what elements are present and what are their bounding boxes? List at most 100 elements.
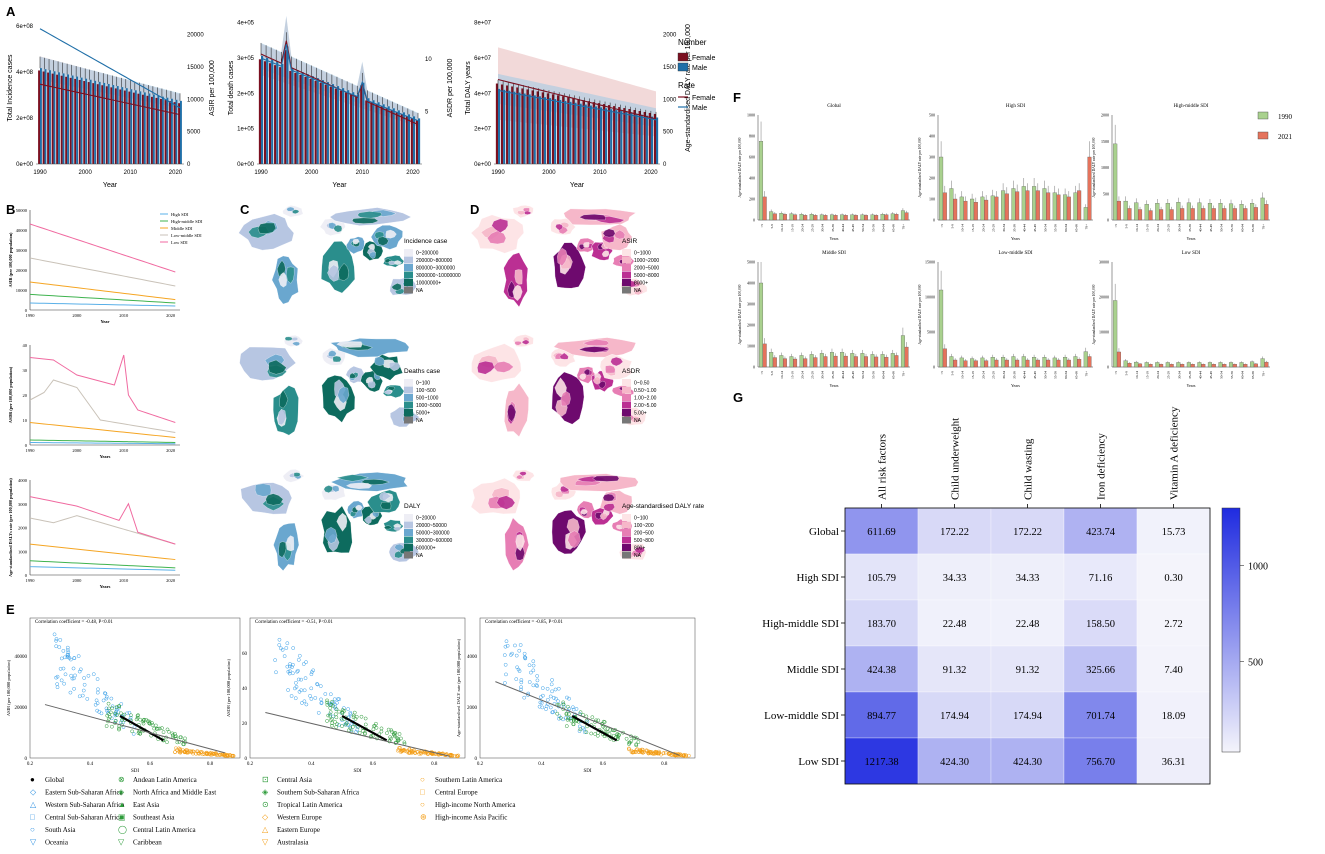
scatter-point xyxy=(318,684,323,688)
map-c-legend-swatch xyxy=(404,551,413,559)
scatter-point xyxy=(334,725,339,729)
y-tick-label: 30000 xyxy=(16,248,28,253)
bar-female-2020 xyxy=(410,118,413,164)
scatter-point xyxy=(289,694,294,698)
map-d-legend-swatch xyxy=(622,279,631,286)
map-c-legend-label: 500~1000 xyxy=(416,396,439,402)
y-tick-label: 2000 xyxy=(467,706,478,711)
scatter-point xyxy=(394,735,399,740)
map-c-2-europe-country xyxy=(332,355,342,363)
map-d-legend-swatch xyxy=(622,521,631,529)
y-tick-label: 0e+00 xyxy=(474,162,492,168)
heatmap-cell-value: 158.50 xyxy=(1086,619,1115,630)
column-header-iron-deficiency: Iron deficiency xyxy=(1096,433,1108,500)
bar-male-2008 xyxy=(352,92,355,164)
bar-male-2021 xyxy=(656,117,659,164)
bar-1990-<5 xyxy=(759,141,764,221)
bar-female-1997 xyxy=(294,73,297,164)
x-tick-label: 0.4 xyxy=(87,762,94,767)
y-tick-label: 20 xyxy=(23,393,28,398)
map-d-1 xyxy=(470,205,648,308)
age-group-label: <5 xyxy=(940,371,944,375)
scatter-point xyxy=(596,718,601,723)
age-group-label: 70+ xyxy=(1085,371,1089,376)
bar-female-2020 xyxy=(648,112,651,164)
age-group-label: 25-29 xyxy=(992,371,996,379)
map-c-1-southeast-asia-country xyxy=(388,260,396,266)
scatter-point xyxy=(291,646,296,650)
bar-2021-65-69 xyxy=(894,355,899,368)
bar-1990-40-44 xyxy=(1021,186,1026,221)
bar-female-2003 xyxy=(562,96,565,164)
scatter-point xyxy=(455,753,459,758)
age-group-label: 60-64 xyxy=(1240,371,1244,379)
bar-2021-60-64 xyxy=(884,214,889,221)
bar-2021-20-24 xyxy=(1159,209,1164,221)
row-label-low-sdi: Low SDI xyxy=(798,756,839,768)
series-line-low-sdi xyxy=(29,496,176,545)
scatter-point xyxy=(513,643,517,648)
bar-female-1992 xyxy=(506,85,509,164)
map-c-legend-label: NA xyxy=(416,553,424,559)
scatter-point xyxy=(639,750,644,754)
map-c-legend-label: 800000~3000000 xyxy=(416,266,455,272)
y-tick-label: 60 xyxy=(242,652,248,657)
bar-2021-70+ xyxy=(1087,356,1092,368)
age-group-label: 60-64 xyxy=(1064,224,1068,232)
bar-1990-60-64 xyxy=(1063,357,1068,368)
y-tick-label: 1000 xyxy=(747,113,755,118)
x-tick-label: 2000 xyxy=(78,170,92,176)
bar-female-2018 xyxy=(400,114,403,164)
bar-female-2017 xyxy=(160,98,162,164)
legend-b-label-4: Low SDI xyxy=(171,240,188,245)
bar-female-1999 xyxy=(541,92,544,164)
bar-1990-15-19 xyxy=(1144,362,1149,368)
scatter-point xyxy=(677,753,682,758)
bar-1990-20-24 xyxy=(980,196,985,221)
y-axis-title: Age-standardised DALY rate per 100,000 xyxy=(1092,137,1097,197)
scatter-point xyxy=(55,685,60,690)
legend-e-label: Western Europe xyxy=(277,814,322,822)
legend-e-marker: ○ xyxy=(420,775,425,784)
age-group-label: 20-24 xyxy=(981,371,985,379)
map-d-legend-swatch xyxy=(622,529,631,536)
map-c-legend-label: 10000000+ xyxy=(416,281,441,287)
map-d-legend-label: 5.00+ xyxy=(634,411,647,417)
scatter-point xyxy=(552,696,556,700)
panel-letter-c: C xyxy=(240,202,250,217)
bar-2021-60-64 xyxy=(1243,364,1248,368)
map-d-1-asia-east-country xyxy=(602,228,616,238)
map-c-legend-label: 0~20000 xyxy=(416,516,436,522)
legend-e-label: Eastern Europe xyxy=(277,826,320,834)
map-d-legend-swatch xyxy=(622,544,631,551)
bar-2021-65-69 xyxy=(1077,190,1082,221)
bar-1990-70+ xyxy=(900,335,905,368)
scatter-point xyxy=(633,735,637,740)
scatter-point xyxy=(515,665,520,670)
y-tick-label: 20000 xyxy=(1099,295,1109,300)
scatter-point xyxy=(191,751,195,756)
x-axis-title: Years xyxy=(830,383,839,388)
age-group-label: 40-44 xyxy=(841,371,845,379)
scatter-point xyxy=(58,638,63,642)
map-d-3-middle-east-country xyxy=(580,509,588,515)
heatmap-cell-value: 756.70 xyxy=(1086,757,1115,768)
x-tick-label: 0.4 xyxy=(308,762,315,767)
bar-female-2010 xyxy=(128,91,131,164)
bar-1990-50-54 xyxy=(1218,203,1223,221)
age-group-label: 35-39 xyxy=(1188,224,1192,232)
age-group-label: 70+ xyxy=(902,371,906,376)
bar-2021-50-54 xyxy=(1222,208,1227,221)
y-tick-label: 30000 xyxy=(1099,260,1109,265)
map-d-2 xyxy=(471,334,647,438)
bar-1990-60-64 xyxy=(880,354,885,368)
bar-1990-10-14 xyxy=(959,196,964,221)
scatter-point xyxy=(59,656,64,661)
scatter-point xyxy=(160,726,164,730)
bar-male-1992 xyxy=(271,59,274,164)
bar-female-2014 xyxy=(146,95,149,164)
legend-2021-label: 2021 xyxy=(1278,133,1293,141)
map-c-legend-swatch xyxy=(404,514,413,521)
y-tick-label: 4000 xyxy=(18,478,28,483)
scatter-point xyxy=(110,704,115,709)
